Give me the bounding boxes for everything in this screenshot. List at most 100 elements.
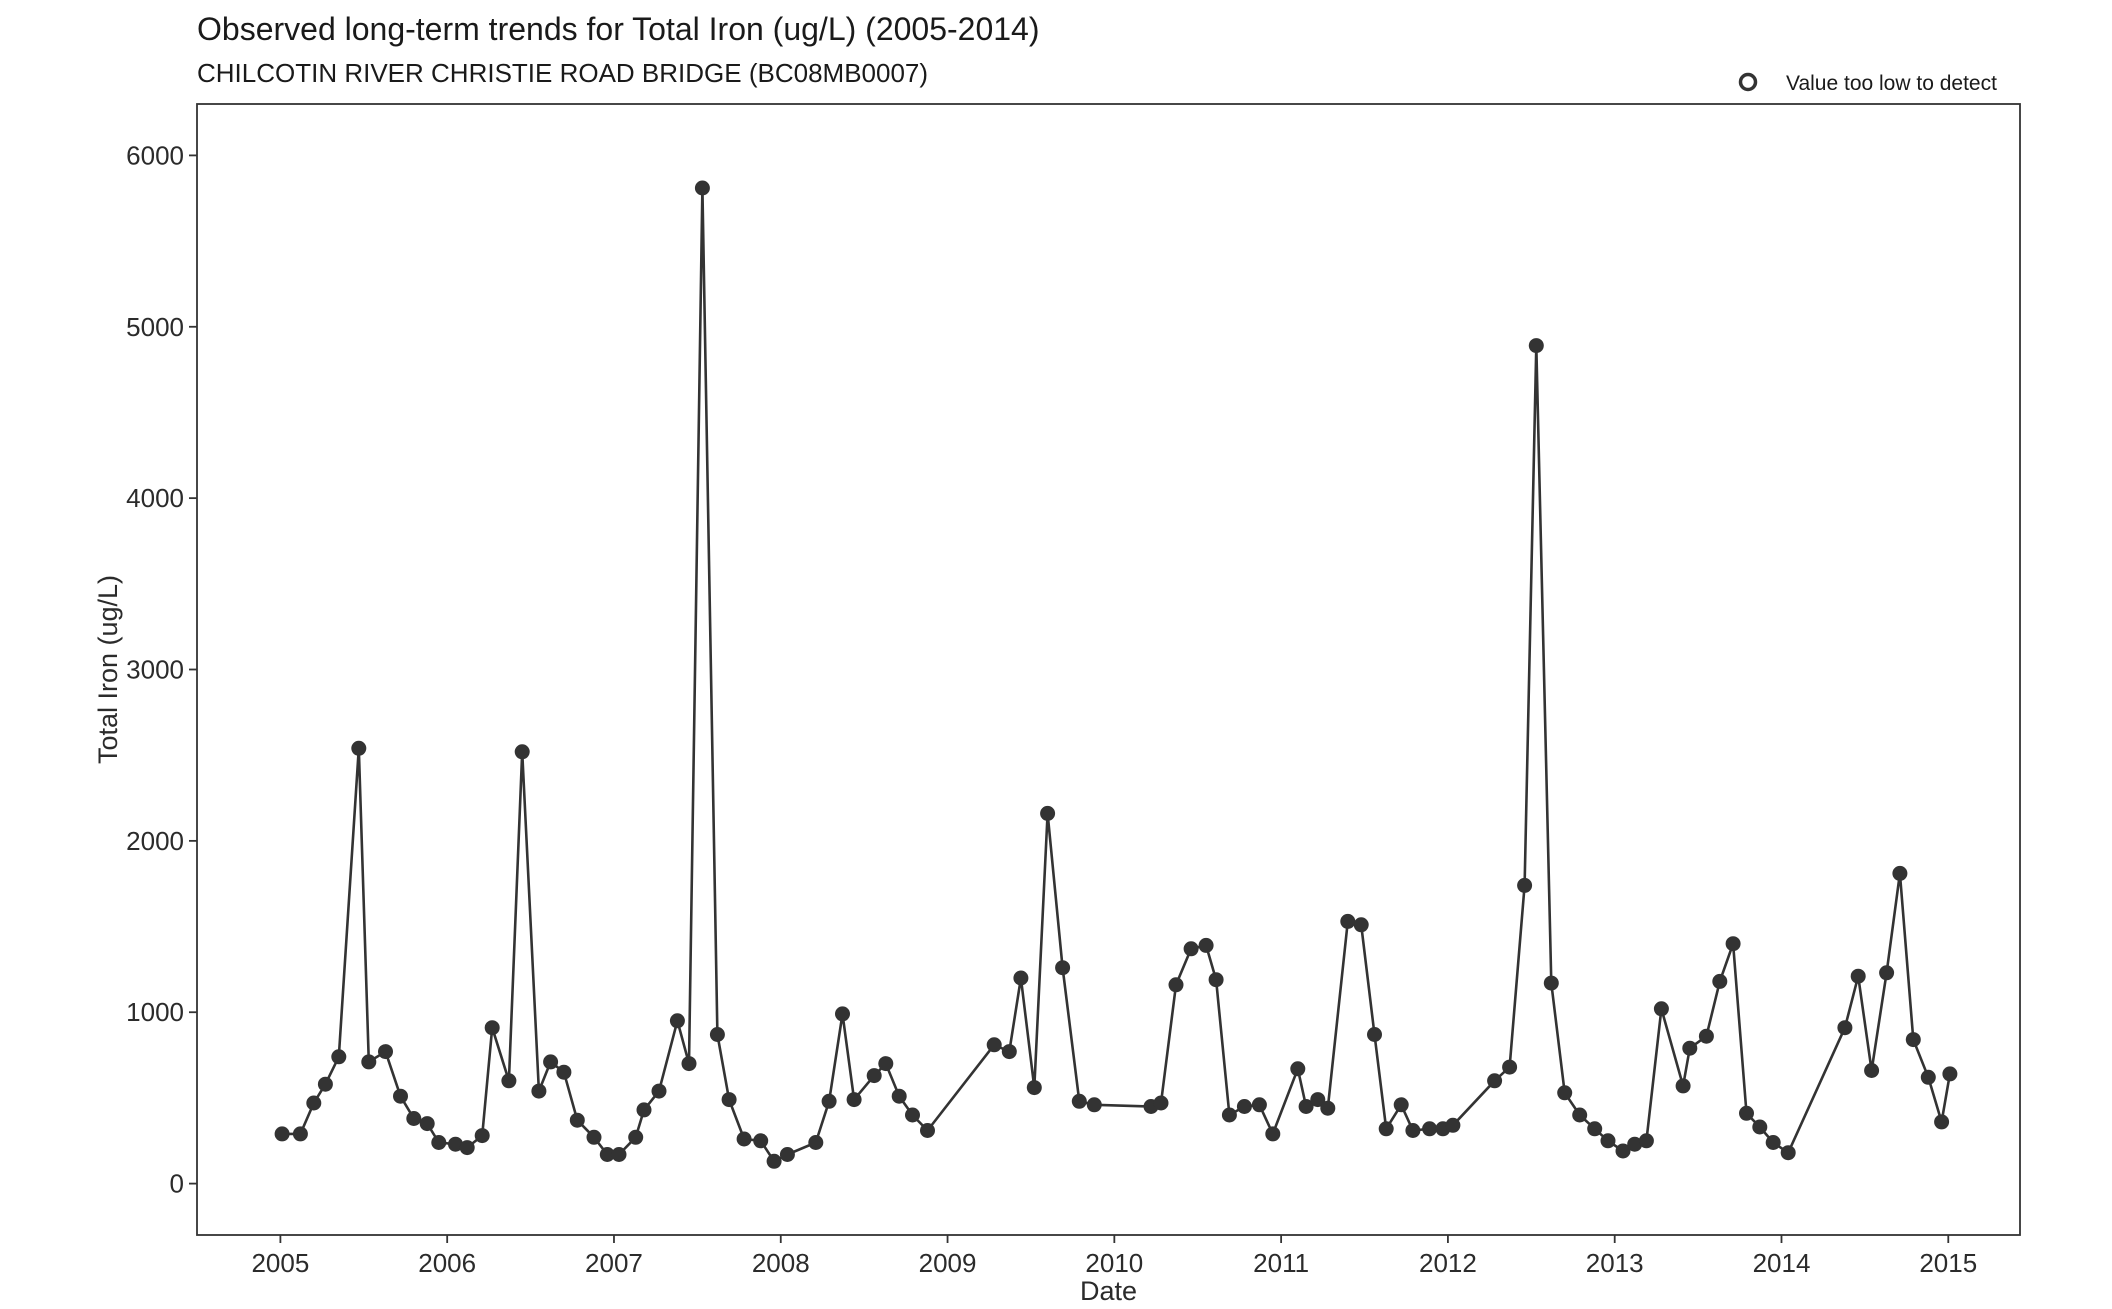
legend-open-circle-marker [1738, 72, 1758, 92]
data-point [636, 1102, 652, 1118]
data-point [1638, 1133, 1654, 1149]
data-point [779, 1147, 795, 1162]
data-point [531, 1083, 547, 1099]
data-point [694, 180, 710, 196]
data-point [1487, 1073, 1503, 1089]
data-point [1600, 1133, 1616, 1149]
data-point [1675, 1078, 1691, 1094]
data-point [274, 1126, 290, 1142]
data-point [1013, 970, 1029, 986]
data-point [331, 1049, 347, 1065]
data-point [393, 1088, 408, 1104]
data-point [669, 1013, 685, 1029]
data-point [681, 1056, 697, 1072]
y-tick-label: 5000 [126, 312, 184, 342]
x-axis-title: Date [1080, 1276, 1137, 1306]
data-point [1310, 1092, 1326, 1108]
data-point [878, 1056, 894, 1072]
data-point [1086, 1097, 1102, 1113]
data-point [1422, 1121, 1438, 1137]
data-point [1752, 1119, 1768, 1135]
data-point [514, 744, 530, 760]
data-point [569, 1112, 585, 1128]
chart-subtitle: CHILCOTIN RIVER CHRISTIE ROAD BRIDGE (BC… [197, 58, 928, 88]
y-tick-label: 2000 [126, 826, 184, 856]
data-point [1251, 1097, 1267, 1113]
x-tick-label: 2007 [585, 1248, 643, 1278]
data-point [1208, 972, 1224, 988]
data-point [1502, 1059, 1518, 1075]
x-axis: 2005 2006 2007 2008 2009 2010 2011 2012 2013 2014… [251, 1235, 1977, 1278]
data-point [808, 1135, 824, 1150]
data-point [1879, 965, 1895, 981]
data-point [448, 1136, 463, 1152]
y-tick-label: 4000 [126, 483, 184, 513]
data-point [1627, 1136, 1643, 1152]
data-point [1340, 913, 1356, 929]
data-point [1587, 1121, 1603, 1137]
data-point [586, 1129, 602, 1145]
data-point [1353, 917, 1369, 933]
data-point [986, 1037, 1002, 1053]
data-point [1367, 1027, 1382, 1042]
x-tick-label: 2013 [1586, 1248, 1644, 1278]
chart-title: Observed long-term trends for Total Iron… [197, 11, 1040, 47]
y-tick-label: 0 [170, 1169, 184, 1199]
data-point [1942, 1066, 1958, 1082]
data-point [361, 1054, 377, 1070]
data-point [1653, 1001, 1669, 1017]
data-point [406, 1111, 422, 1126]
data-point [501, 1073, 517, 1089]
data-point [1040, 805, 1056, 821]
data-point [431, 1135, 447, 1150]
data-point [1405, 1123, 1421, 1138]
data-point [1572, 1107, 1588, 1123]
data-point [611, 1147, 627, 1162]
data-point [866, 1068, 882, 1084]
legend-label: Value too low to detect [1786, 72, 1997, 95]
series-line [282, 186, 1952, 1163]
data-point [736, 1131, 752, 1147]
data-point [1168, 977, 1184, 993]
data-point [905, 1107, 920, 1123]
data-point [753, 1133, 769, 1149]
data-point [1698, 1028, 1714, 1044]
chart-legend: Value too low to detect [1738, 72, 1997, 95]
data-point [1725, 936, 1741, 952]
plot-panel-border [196, 103, 2021, 1236]
y-axis: 0 1000 2000 3000 4000 5000 6000 [126, 140, 197, 1199]
data-point [306, 1095, 322, 1111]
y-axis-title: Total Iron (ug/L) [93, 575, 123, 764]
data-point [556, 1064, 572, 1080]
data-point [846, 1092, 862, 1108]
data-point [1183, 941, 1199, 957]
x-tick-label: 2008 [752, 1248, 810, 1278]
data-point [351, 740, 367, 756]
data-point [1153, 1095, 1169, 1111]
data-point [1543, 975, 1559, 991]
y-tick-label: 6000 [126, 140, 184, 170]
data-point [1934, 1114, 1950, 1130]
data-point [1236, 1099, 1252, 1114]
data-point [1001, 1044, 1017, 1060]
y-tick-label: 3000 [126, 655, 184, 685]
x-tick-label: 2006 [418, 1248, 476, 1278]
data-point [1198, 937, 1214, 953]
x-tick-label: 2009 [919, 1248, 977, 1278]
series-total-iron [274, 180, 1958, 1169]
data-point [1393, 1097, 1409, 1113]
data-point [1615, 1143, 1631, 1159]
data-point [1055, 960, 1071, 976]
x-tick-label: 2014 [1753, 1248, 1811, 1278]
data-point [1850, 968, 1866, 984]
data-point [628, 1129, 644, 1145]
data-point [1682, 1040, 1698, 1056]
data-point [317, 1076, 333, 1092]
data-point [459, 1140, 475, 1156]
data-point [1765, 1135, 1781, 1150]
data-point [1026, 1080, 1042, 1096]
data-point [1905, 1032, 1921, 1048]
data-point [1528, 338, 1544, 354]
data-point [709, 1027, 725, 1042]
data-point [1320, 1100, 1336, 1116]
